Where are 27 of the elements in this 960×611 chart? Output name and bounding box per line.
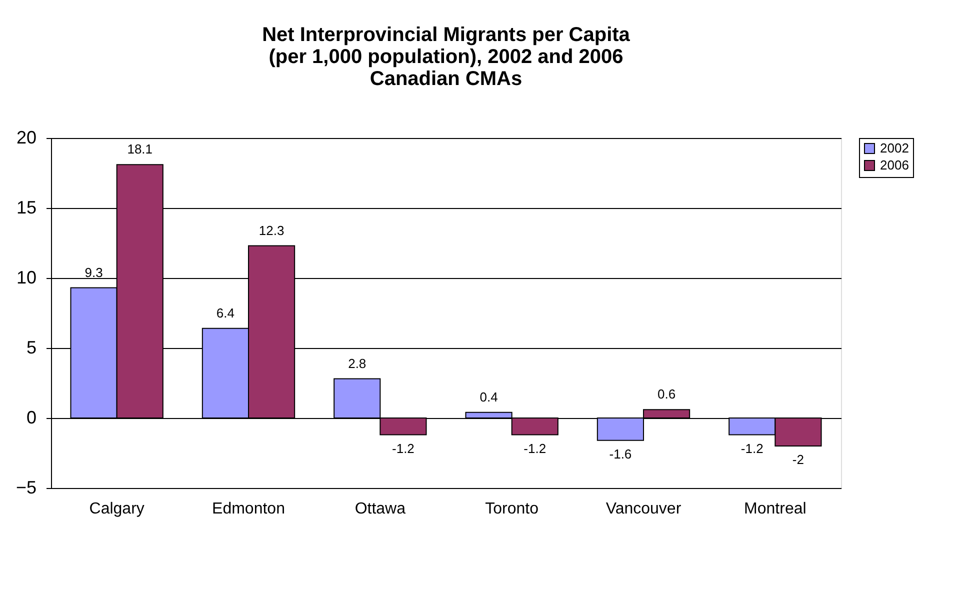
data-label: -2	[792, 452, 804, 467]
x-tick-label: Calgary	[89, 500, 144, 518]
y-tick-label: 15	[16, 198, 36, 218]
x-tick-label: Vancouver	[606, 500, 682, 518]
y-tick-label: 5	[26, 338, 36, 358]
data-label: 18.1	[127, 142, 153, 157]
data-label: 9.3	[84, 264, 103, 280]
data-label: 0.6	[658, 386, 676, 402]
data-label: 12.3	[258, 222, 284, 238]
y-tick-label: 0	[26, 408, 36, 428]
chart-title: Net Interprovincial Migrants per Capita (per 1,000 population), 2002 and 2006 Canadian CMAs	[262, 24, 631, 90]
legend-label: 2002	[880, 140, 909, 156]
x-tick-label: Toronto	[485, 500, 539, 518]
data-label: 2.8	[348, 356, 366, 371]
data-label: -1.2	[740, 440, 764, 456]
data-label: -1.2	[524, 440, 546, 456]
y-tick-label: 20	[16, 128, 36, 148]
data-label: -1.2	[392, 440, 414, 456]
x-tick-label: Ottawa	[354, 500, 406, 518]
x-tick-label: Montreal	[744, 500, 806, 518]
data-label: 0.4	[480, 389, 498, 404]
legend-label: 2006	[880, 158, 909, 172]
y-tick-label: −5	[16, 478, 36, 498]
x-tick-label: Edmonton	[212, 500, 285, 518]
data-label: 6.4	[216, 305, 234, 320]
data-label: -1.6	[609, 446, 632, 462]
y-tick-label: 10	[16, 268, 36, 288]
